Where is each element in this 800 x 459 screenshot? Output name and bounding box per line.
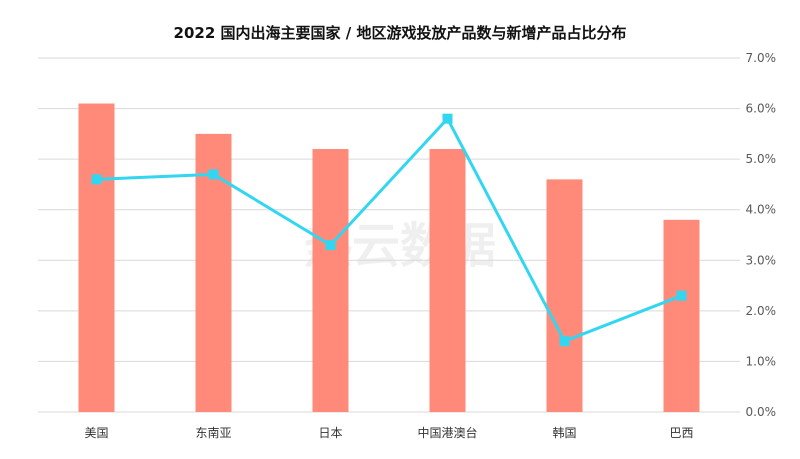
- x-tick-label: 韩国: [552, 425, 576, 440]
- x-tick-label: 日本: [318, 426, 342, 440]
- line-point: [676, 290, 687, 301]
- x-tick-label: 美国: [84, 426, 108, 440]
- y-tick-label: 1.0%: [746, 354, 777, 368]
- bar: [546, 179, 583, 412]
- x-tick-label: 中国港澳台: [417, 425, 477, 440]
- y-tick-label: 7.0%: [746, 51, 777, 65]
- line-point: [208, 169, 219, 180]
- x-tick-label: 巴西: [669, 426, 693, 440]
- line-point: [442, 113, 453, 124]
- bar: [429, 149, 466, 412]
- bar: [663, 219, 700, 412]
- y-tick-label: 3.0%: [746, 253, 777, 267]
- bar: [312, 149, 349, 412]
- x-tick-label: 东南亚: [195, 425, 231, 440]
- y-tick-label: 6.0%: [746, 102, 777, 116]
- line-point: [559, 336, 570, 347]
- y-tick-label: 4.0%: [746, 203, 777, 217]
- y-tick-label: 2.0%: [746, 304, 777, 318]
- line-point: [91, 174, 102, 185]
- y-tick-label: 5.0%: [746, 152, 777, 166]
- line-point: [325, 240, 336, 251]
- bar: [78, 103, 115, 412]
- chart-title: 2022 国内出海主要国家 / 地区游戏投放产品数与新增产品占比分布: [173, 24, 627, 42]
- y-tick-label: 0.0%: [746, 405, 777, 419]
- line-series: [96, 117, 683, 343]
